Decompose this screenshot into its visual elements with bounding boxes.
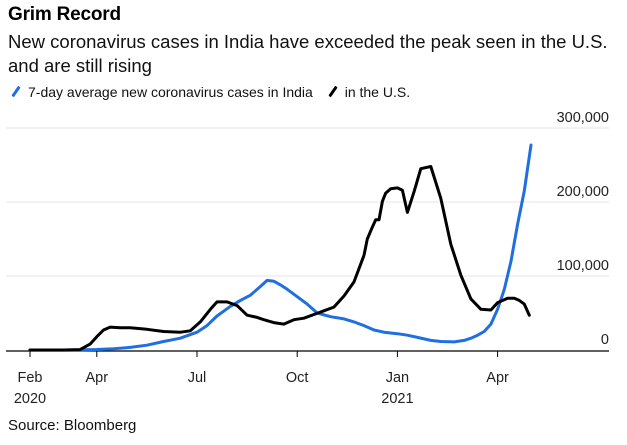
y-tick-label-0: 0 <box>601 332 609 348</box>
chart-title: Grim Record <box>8 4 121 25</box>
y-tick-label-1: 100,000 <box>557 258 609 274</box>
x-tick-label-4: Jan <box>386 370 409 386</box>
legend: 7-day average new coronavirus cases in I… <box>8 84 418 100</box>
x-tick-sublabel-0: 2020 <box>14 391 46 407</box>
legend-item-us: in the U.S. <box>325 84 410 100</box>
x-tick-label-5: Apr <box>486 370 509 386</box>
y-tick-label-3: 300,000 <box>557 110 609 126</box>
legend-label-us: in the U.S. <box>344 84 411 100</box>
chart-subtitle: New coronavirus cases in India have exce… <box>8 31 608 76</box>
x-tick-label-3: Oct <box>286 370 309 386</box>
legend-item-india: 7-day average new coronavirus cases in I… <box>8 84 313 100</box>
series-line-us <box>28 165 531 352</box>
x-tick-label-1: Apr <box>86 370 109 386</box>
x-tick-sublabel-4: 2021 <box>381 391 413 407</box>
legend-label-india: 7-day average new coronavirus cases in I… <box>28 84 313 100</box>
series-line-india <box>28 143 533 352</box>
source-note: Source: Bloomberg <box>8 417 137 434</box>
x-tick-label-2: Jul <box>188 370 207 386</box>
y-tick-label-2: 200,000 <box>557 184 609 200</box>
x-tick-label-0: Feb <box>18 370 43 386</box>
